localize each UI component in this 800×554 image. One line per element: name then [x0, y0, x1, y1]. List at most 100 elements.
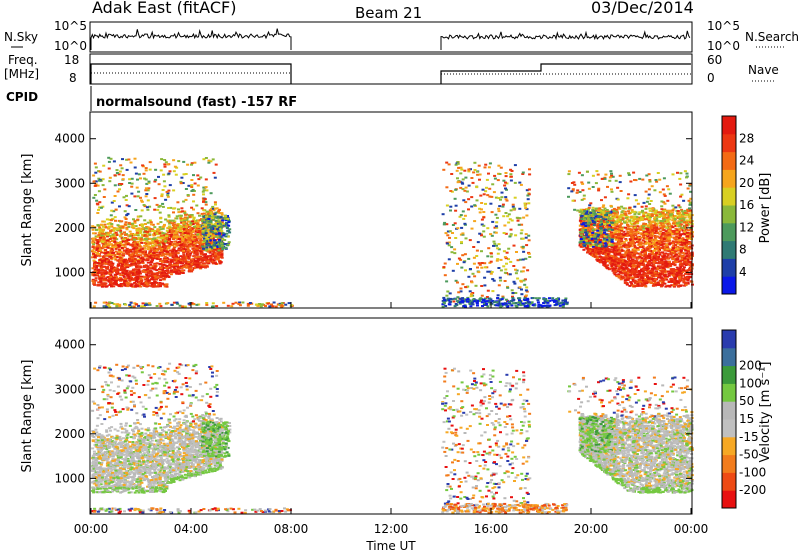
echo-cell	[119, 231, 123, 234]
echo-cell	[98, 226, 102, 229]
echo-cell	[158, 263, 162, 265]
echo-cell	[167, 264, 171, 267]
echo-cell	[144, 278, 148, 281]
echo-cell	[149, 223, 153, 226]
echo-cell	[227, 221, 231, 224]
echo-cell	[115, 304, 119, 307]
echo-cell	[125, 158, 129, 161]
echo-cell	[120, 247, 124, 249]
echo-cell	[212, 255, 216, 258]
echo-cell	[510, 219, 514, 222]
echo-cell	[519, 183, 523, 186]
echo-cell	[120, 266, 124, 269]
echo-cell	[207, 159, 211, 162]
echo-cell	[211, 305, 215, 308]
echo-cell	[133, 238, 136, 241]
echo-cell	[446, 230, 450, 233]
echo-cell	[196, 247, 200, 250]
echo-cell	[127, 272, 131, 275]
echo-cell	[167, 207, 171, 209]
echo-cell	[99, 236, 102, 239]
echo-cell	[102, 220, 106, 223]
echo-cell	[146, 255, 150, 258]
nsearch-tick-top: 10^5	[707, 19, 740, 33]
echo-cell	[160, 193, 164, 196]
echo-cell	[98, 239, 102, 242]
echo-cell	[173, 232, 177, 235]
echo-cell	[504, 172, 508, 174]
echo-cell	[114, 231, 118, 234]
echo-cell	[179, 217, 183, 220]
echo-cell	[179, 227, 183, 230]
echo-cell	[448, 230, 452, 233]
echo-cell	[95, 242, 99, 245]
echo-cell	[163, 163, 167, 166]
echo-cell	[140, 209, 144, 212]
echo-cell	[463, 222, 467, 225]
echo-cell	[485, 178, 489, 181]
echo-cell	[461, 210, 465, 213]
echo-cell	[495, 259, 499, 262]
echo-cell	[473, 275, 477, 278]
echo-cell	[144, 282, 148, 284]
echo-cell	[450, 251, 454, 254]
echo-cell	[92, 232, 95, 235]
echo-cell	[152, 278, 156, 281]
echo-cell	[100, 228, 104, 231]
echo-cell	[99, 206, 103, 209]
echo-cell	[190, 259, 194, 262]
echo-cell	[107, 160, 111, 163]
echo-cell	[136, 254, 140, 257]
echo-cell	[190, 190, 194, 192]
echo-cell	[93, 265, 96, 268]
echo-cell	[449, 209, 452, 212]
echo-cell	[197, 258, 201, 261]
echo-cell	[495, 244, 498, 247]
echo-cell	[207, 218, 211, 220]
echo-cell	[179, 261, 182, 264]
echo-cell	[122, 249, 126, 252]
echo-cell	[461, 232, 465, 235]
echo-cell	[98, 255, 102, 258]
echo-cell	[121, 174, 125, 177]
echo-cell	[100, 274, 104, 277]
echo-cell	[118, 277, 122, 279]
echo-cell	[167, 189, 171, 192]
echo-cell	[218, 222, 222, 225]
echo-cell	[134, 249, 138, 252]
echo-cell	[119, 283, 123, 285]
echo-cell	[125, 277, 129, 280]
echo-cell	[126, 237, 130, 240]
echo-cell	[93, 254, 97, 257]
echo-cell	[151, 274, 155, 277]
echo-cell	[155, 254, 159, 256]
echo-cell	[163, 258, 167, 261]
echo-cell	[214, 211, 218, 214]
freq-strip: Freq. [MHz] 18 8 60 0 Nave	[4, 53, 779, 85]
echo-cell	[126, 250, 130, 253]
echo-cell	[488, 187, 492, 190]
echo-cell	[119, 257, 123, 260]
echo-cell	[221, 246, 225, 249]
echo-cell	[469, 268, 472, 270]
echo-cell	[145, 283, 149, 286]
echo-cell	[458, 301, 462, 304]
echo-cell	[123, 223, 127, 226]
echo-cell	[97, 260, 101, 263]
echo-cell	[195, 252, 199, 255]
echo-cell	[114, 247, 118, 250]
echo-cell	[163, 185, 167, 188]
echo-cell	[122, 196, 126, 199]
echo-cell	[163, 232, 167, 235]
echo-cell	[207, 161, 211, 164]
echo-cell	[140, 305, 144, 308]
echo-cell	[463, 169, 467, 172]
echo-cell	[148, 252, 152, 255]
echo-cell	[228, 228, 232, 231]
echo-cell	[523, 283, 527, 286]
echo-cell	[94, 184, 98, 187]
echo-cell	[454, 298, 458, 301]
echo-cell	[97, 234, 101, 237]
echo-cell	[111, 244, 115, 247]
echo-cell	[106, 246, 110, 249]
